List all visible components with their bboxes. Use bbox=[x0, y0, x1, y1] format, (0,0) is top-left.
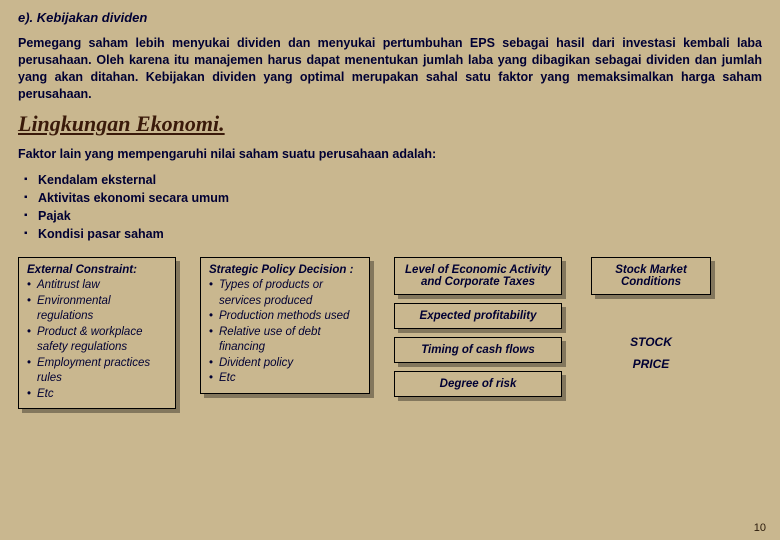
box-item: Etc bbox=[27, 387, 167, 403]
box-title: Strategic Policy Decision : bbox=[209, 264, 361, 276]
box-item: Divident policy bbox=[209, 356, 361, 372]
stock-price-label: STOCK PRICE bbox=[630, 335, 672, 371]
box-item: Employment practices rules bbox=[27, 356, 167, 387]
price-label: PRICE bbox=[630, 357, 672, 371]
box-item: Production methods used bbox=[209, 309, 361, 325]
box-timing-cashflows: Timing of cash flows bbox=[394, 337, 562, 363]
box-item: Types of products or services produced bbox=[209, 278, 361, 309]
box-item: Etc bbox=[209, 371, 361, 387]
box-expected-profitability: Expected profitability bbox=[394, 303, 562, 329]
section-subtitle: e). Kebijakan dividen bbox=[18, 10, 762, 25]
box-item: Product & workplace safety regulations bbox=[27, 325, 167, 356]
box-title: External Constraint: bbox=[27, 264, 167, 276]
box-item: Environmental regulations bbox=[27, 294, 167, 325]
box-stock-market: Stock Market Conditions bbox=[591, 257, 711, 295]
list-item: Kendalam eksternal bbox=[18, 171, 762, 189]
box-item: Relative use of debt financing bbox=[209, 325, 361, 356]
diagram-row: External Constraint: Antitrust law Envir… bbox=[18, 257, 762, 409]
heading-lingkungan: Lingkungan Ekonomi. bbox=[18, 111, 762, 137]
box-economic-activity: Level of Economic Activity and Corporate… bbox=[394, 257, 562, 295]
factor-intro: Faktor lain yang mempengaruhi nilai saha… bbox=[18, 147, 762, 161]
column-middle-right: Level of Economic Activity and Corporate… bbox=[394, 257, 562, 397]
box-external-constraint: External Constraint: Antitrust law Envir… bbox=[18, 257, 176, 409]
box-degree-risk: Degree of risk bbox=[394, 371, 562, 397]
factor-list: Kendalam eksternal Aktivitas ekonomi sec… bbox=[18, 171, 762, 244]
column-right: Stock Market Conditions STOCK PRICE bbox=[586, 257, 716, 371]
list-item: Aktivitas ekonomi secara umum bbox=[18, 189, 762, 207]
body-paragraph: Pemegang saham lebih menyukai dividen da… bbox=[18, 35, 762, 103]
list-item: Pajak bbox=[18, 207, 762, 225]
box-item: Antitrust law bbox=[27, 278, 167, 294]
box-strategic-policy: Strategic Policy Decision : Types of pro… bbox=[200, 257, 370, 394]
page-number: 10 bbox=[754, 522, 766, 534]
list-item: Kondisi pasar saham bbox=[18, 225, 762, 243]
stock-label: STOCK bbox=[630, 335, 672, 349]
